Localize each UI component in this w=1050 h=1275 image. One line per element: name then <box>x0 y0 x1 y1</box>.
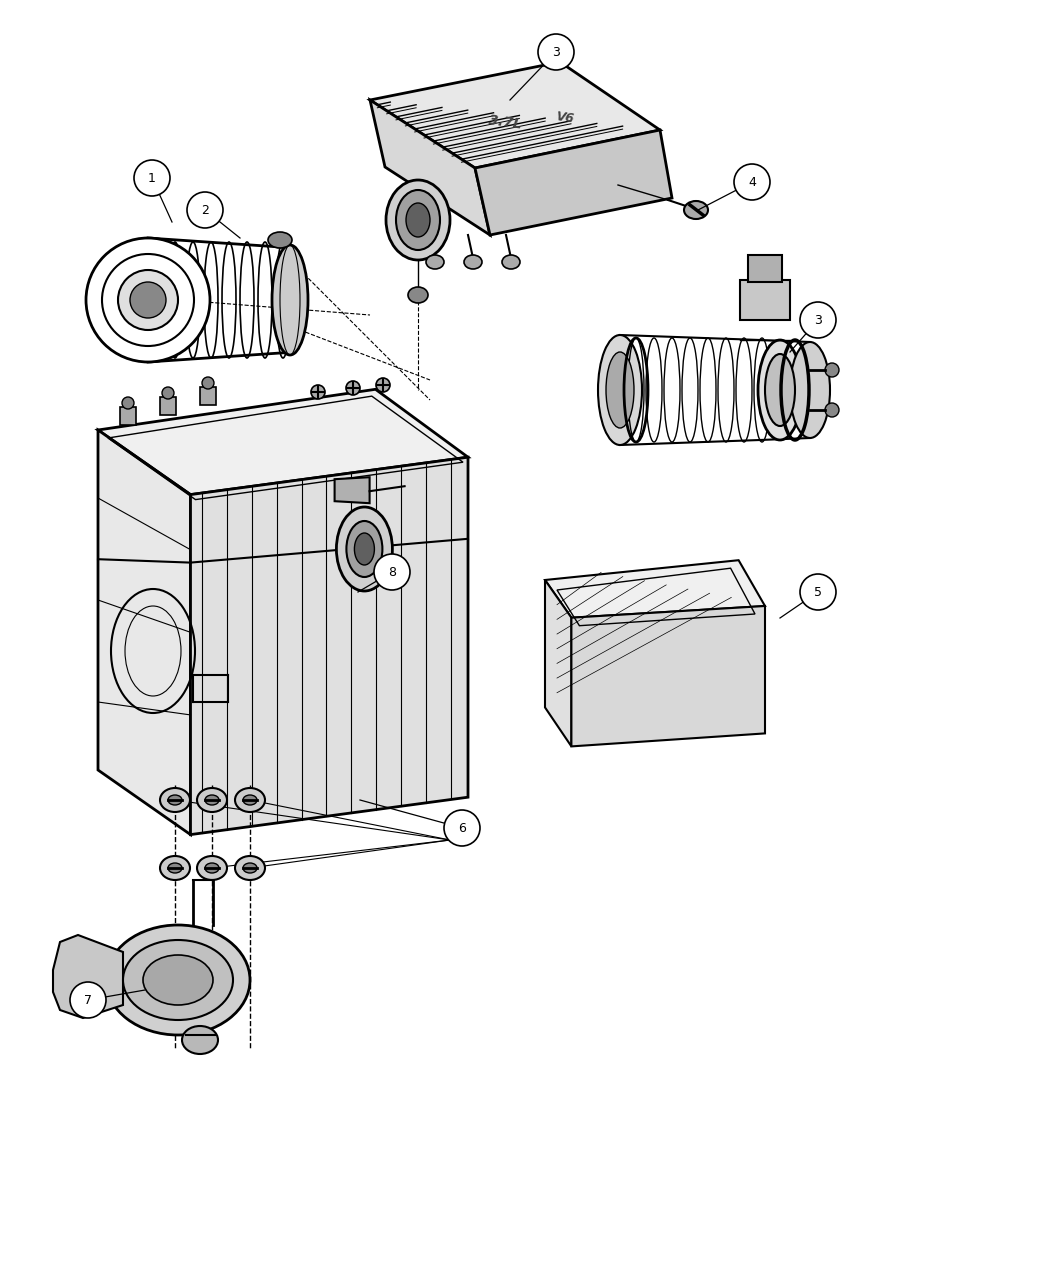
Text: 8: 8 <box>388 566 396 579</box>
Polygon shape <box>52 935 123 1017</box>
Text: 2: 2 <box>201 204 209 217</box>
Circle shape <box>122 397 134 409</box>
Polygon shape <box>200 388 216 405</box>
Polygon shape <box>120 407 136 425</box>
Text: 3: 3 <box>814 314 822 326</box>
Ellipse shape <box>205 796 219 805</box>
Ellipse shape <box>106 924 250 1035</box>
Ellipse shape <box>406 203 430 237</box>
Ellipse shape <box>408 287 428 303</box>
Polygon shape <box>748 255 782 282</box>
Polygon shape <box>475 130 672 235</box>
Polygon shape <box>335 477 370 504</box>
Circle shape <box>202 377 214 389</box>
Polygon shape <box>160 397 176 414</box>
Ellipse shape <box>606 352 634 428</box>
Text: 3: 3 <box>552 46 560 59</box>
Ellipse shape <box>790 342 830 439</box>
Circle shape <box>311 385 326 399</box>
Ellipse shape <box>684 201 708 219</box>
Polygon shape <box>740 280 790 320</box>
Polygon shape <box>571 606 765 746</box>
Circle shape <box>538 34 574 70</box>
Ellipse shape <box>502 255 520 269</box>
Ellipse shape <box>123 940 233 1020</box>
Circle shape <box>134 159 170 196</box>
Text: 5: 5 <box>814 585 822 598</box>
Polygon shape <box>370 62 660 168</box>
Ellipse shape <box>235 788 265 812</box>
Polygon shape <box>98 430 190 835</box>
Ellipse shape <box>758 340 802 440</box>
Ellipse shape <box>197 788 227 812</box>
Circle shape <box>734 164 770 200</box>
Circle shape <box>800 574 836 609</box>
Circle shape <box>86 238 210 362</box>
Ellipse shape <box>336 507 393 592</box>
Text: 6: 6 <box>458 821 466 835</box>
Ellipse shape <box>426 255 444 269</box>
Ellipse shape <box>168 863 182 873</box>
Ellipse shape <box>272 245 308 354</box>
Ellipse shape <box>355 533 375 565</box>
Ellipse shape <box>464 255 482 269</box>
Circle shape <box>70 982 106 1017</box>
Ellipse shape <box>205 863 219 873</box>
Ellipse shape <box>160 856 190 880</box>
Text: 3.7L: 3.7L <box>487 112 523 131</box>
Text: 7: 7 <box>84 993 92 1006</box>
Ellipse shape <box>197 856 227 880</box>
Circle shape <box>374 555 410 590</box>
Circle shape <box>130 282 166 317</box>
Ellipse shape <box>346 521 382 578</box>
Circle shape <box>825 363 839 377</box>
Circle shape <box>444 810 480 847</box>
Ellipse shape <box>143 955 213 1005</box>
Ellipse shape <box>243 863 257 873</box>
Circle shape <box>187 193 223 228</box>
Circle shape <box>800 302 836 338</box>
Circle shape <box>346 381 360 395</box>
Polygon shape <box>370 99 490 235</box>
Circle shape <box>118 270 179 330</box>
Ellipse shape <box>235 856 265 880</box>
Ellipse shape <box>182 1026 218 1054</box>
Ellipse shape <box>765 354 795 426</box>
Circle shape <box>376 377 390 391</box>
Polygon shape <box>98 389 468 495</box>
Ellipse shape <box>243 796 257 805</box>
Circle shape <box>162 388 174 399</box>
Ellipse shape <box>268 232 292 249</box>
Circle shape <box>825 403 839 417</box>
Polygon shape <box>545 580 571 746</box>
Text: 1: 1 <box>148 172 156 185</box>
Ellipse shape <box>168 796 182 805</box>
Ellipse shape <box>598 335 642 445</box>
Text: V6: V6 <box>555 110 575 126</box>
Ellipse shape <box>396 190 440 250</box>
Circle shape <box>102 254 194 346</box>
Text: 4: 4 <box>748 176 756 189</box>
Ellipse shape <box>160 788 190 812</box>
Ellipse shape <box>386 180 450 260</box>
Polygon shape <box>190 458 468 835</box>
Polygon shape <box>545 560 765 617</box>
